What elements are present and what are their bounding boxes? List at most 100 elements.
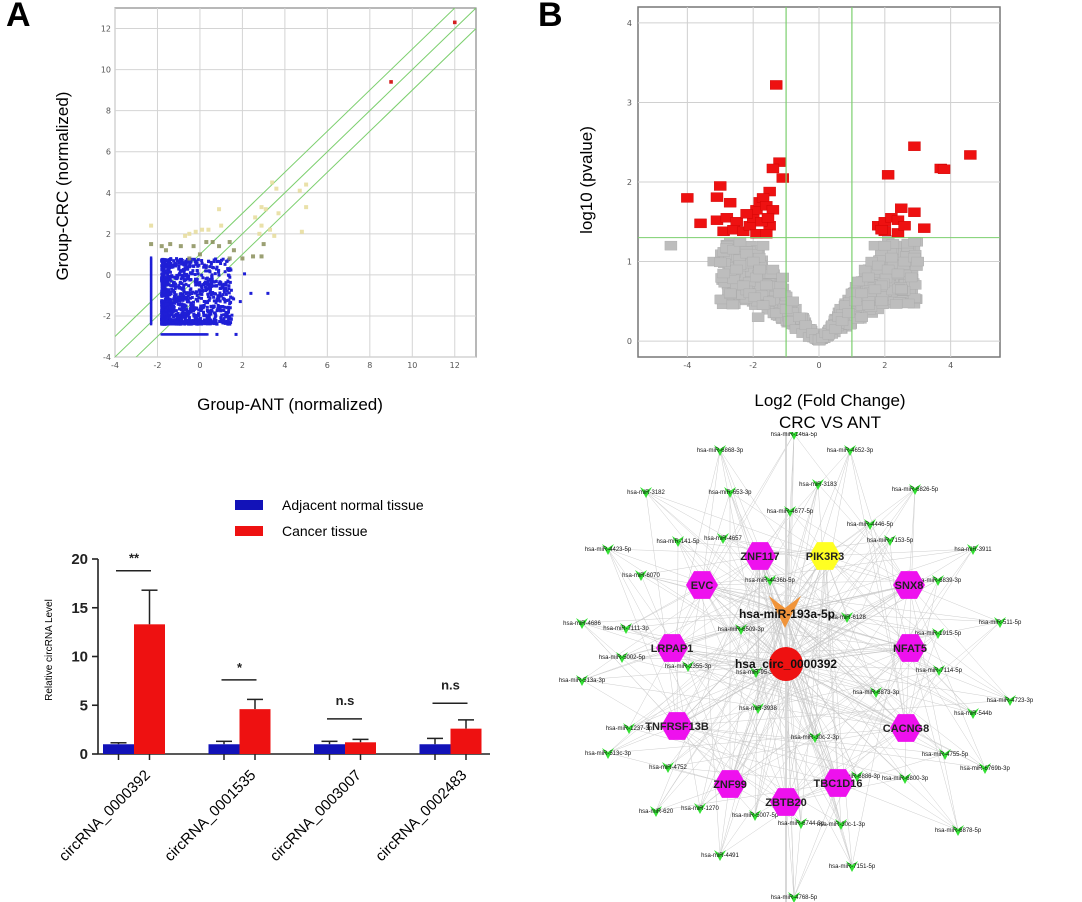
network-edge xyxy=(784,548,974,613)
scatter-point-low xyxy=(207,316,211,320)
mirna-node-label: hsa-miR-30c-2-3p xyxy=(791,735,840,741)
scatter-point-low xyxy=(149,272,153,275)
volcano-point-nonsignificant xyxy=(737,280,750,291)
scatter-point-low xyxy=(215,267,219,271)
scatter-point-mid xyxy=(197,252,202,257)
network-edge xyxy=(676,725,756,816)
scatter-point-low xyxy=(204,269,208,273)
scatter-point-low xyxy=(198,316,202,320)
scatter-point-low xyxy=(179,317,183,321)
network-edge xyxy=(729,663,787,785)
scatter-point-low xyxy=(227,317,231,321)
scatter-point-low xyxy=(222,288,226,292)
scatter-point-low xyxy=(209,304,213,308)
bar-normal xyxy=(314,744,345,754)
network-edge xyxy=(757,647,911,709)
scatter-point-low xyxy=(212,322,216,326)
scatter-point-low xyxy=(213,280,217,284)
network-edge xyxy=(824,548,974,557)
scatter-point-low xyxy=(183,314,187,318)
volcano-point-nonsignificant xyxy=(822,330,836,340)
network-edge xyxy=(789,510,910,586)
scatter-y-axis-title: Group-CRC (normalized) xyxy=(53,92,72,281)
scatter-point-low xyxy=(186,313,190,317)
mirna-node-label: hsa-miR-7111-3p xyxy=(603,626,649,632)
network-edge xyxy=(849,449,911,649)
scatter-point-low xyxy=(219,316,223,320)
volcano-point-significant xyxy=(743,221,757,231)
bar-y-tick-label: 15 xyxy=(71,600,88,617)
scatter-point-mid xyxy=(227,256,232,261)
scatter-point-low xyxy=(201,321,205,325)
scatter-point-low xyxy=(208,283,212,287)
network-edge xyxy=(701,584,877,693)
network-edge xyxy=(785,801,795,898)
network-edge xyxy=(908,584,986,769)
scatter-point-low xyxy=(215,332,219,336)
mirna-node-icon xyxy=(714,445,726,456)
network-edge xyxy=(785,621,1001,803)
scatter-point-low xyxy=(167,288,171,292)
mirna-node-label: hsa-miR-7153-5p xyxy=(867,538,914,544)
scatter-point-low xyxy=(177,259,181,263)
mirna-node-icon xyxy=(650,806,662,817)
scatter-point-low xyxy=(149,297,153,300)
mirna-node-icon xyxy=(864,519,876,530)
bar-normal xyxy=(419,744,451,754)
scatter-point-mid xyxy=(159,244,164,249)
volcano-y-tick-label: 4 xyxy=(627,19,632,28)
scatter-point-low xyxy=(167,300,171,304)
network-edge xyxy=(581,679,907,729)
scatter-point-low xyxy=(223,300,227,304)
mirna-node-icon xyxy=(749,810,761,821)
significance-label: n.s xyxy=(441,677,460,692)
scatter-point-low xyxy=(228,315,232,319)
scatter-point-low xyxy=(178,307,182,311)
network-edge xyxy=(671,449,721,649)
scatter-point-low xyxy=(225,315,229,319)
bar-chart: Relative circRNA Level 0 5 10 15 20 Adjacent … xyxy=(44,497,490,865)
volcano-point-nonsignificant xyxy=(748,292,762,303)
scatter-point-low xyxy=(189,287,193,291)
network-edge xyxy=(785,647,911,665)
scatter-point-low xyxy=(206,279,210,283)
mirna-node-label: hsa-miR-6873-3p xyxy=(853,690,900,696)
scatter-point-low xyxy=(183,272,187,276)
volcano-point-nonsignificant xyxy=(829,324,842,334)
scatter-point-low xyxy=(218,305,222,309)
scatter-point-low xyxy=(200,285,204,289)
significance-label: * xyxy=(237,660,243,675)
scatter-point-low xyxy=(167,283,171,287)
scatter-point-low xyxy=(223,321,227,325)
scatter-point-mid xyxy=(259,205,264,210)
scatter-point-low xyxy=(227,322,231,326)
scatter-point-low xyxy=(162,293,166,297)
gene-node-label: TBC1D16 xyxy=(814,778,863,790)
scatter-x-tick-label: 10 xyxy=(407,361,417,370)
bar-y-tick-label: 20 xyxy=(71,551,88,568)
mirna-193a-node-icon xyxy=(769,596,801,628)
legend-label: Adjacent normal tissue xyxy=(282,497,424,513)
scatter-point-low xyxy=(186,319,190,323)
mirna-node-label: hsa-miR-146a-5p xyxy=(771,432,818,438)
scatter-point-low xyxy=(182,320,186,324)
scatter-point-low xyxy=(218,320,222,324)
scatter-point-low xyxy=(212,260,216,264)
volcano-y-tick-label: 2 xyxy=(627,178,632,187)
network-edge xyxy=(607,548,826,557)
scatter-point-low xyxy=(179,286,183,290)
scatter-point-low xyxy=(169,292,173,296)
scatter-point-low xyxy=(183,312,187,316)
scatter-point-low xyxy=(149,263,153,267)
network-edge xyxy=(908,584,959,831)
scatter-point-low xyxy=(190,292,194,296)
scatter-point-low xyxy=(190,272,194,276)
volcano-point-significant xyxy=(937,164,951,174)
mirna-node-label: hsa-miR-4768-5p xyxy=(771,895,818,901)
mirna-node-label: hsa-miR-6744-3p xyxy=(778,821,825,827)
mirna-node-label: hsa-miR-1270 xyxy=(681,806,719,812)
scatter-point-low xyxy=(184,278,188,282)
gene-node-label: ZNF99 xyxy=(713,779,747,791)
scatter-point-low xyxy=(169,305,173,309)
scatter-point-low xyxy=(203,313,207,317)
